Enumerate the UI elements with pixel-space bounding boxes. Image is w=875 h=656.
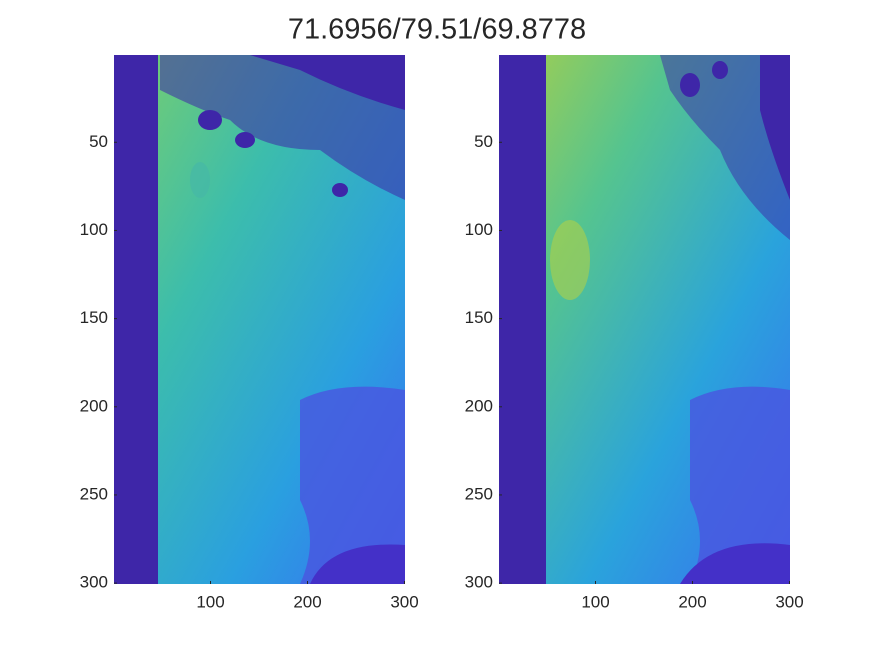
x-tick-label: 300	[390, 592, 418, 611]
image-right	[499, 55, 790, 584]
y-tick-label: 300	[465, 573, 493, 592]
x-tick-label: 100	[581, 592, 609, 611]
y-tick-label: 50	[474, 132, 493, 151]
y-tick-label: 250	[80, 484, 108, 503]
y-tick-label: 150	[80, 308, 108, 327]
y-tick-label: 100	[80, 220, 108, 239]
x-tick-label: 200	[678, 592, 706, 611]
y-tick-label: 200	[465, 396, 493, 415]
x-tick-label: 300	[775, 592, 803, 611]
y-tick-label: 300	[80, 573, 108, 592]
x-tick-label: 100	[196, 592, 224, 611]
figure-title: 71.6956/79.51/69.8778	[288, 14, 586, 46]
image-left	[114, 55, 405, 584]
y-tick-label: 150	[465, 308, 493, 327]
y-tick-label: 100	[465, 220, 493, 239]
y-tick-label: 50	[89, 132, 108, 151]
y-tick-label: 200	[80, 396, 108, 415]
y-tick-label: 250	[465, 484, 493, 503]
x-tick-label: 200	[293, 592, 321, 611]
